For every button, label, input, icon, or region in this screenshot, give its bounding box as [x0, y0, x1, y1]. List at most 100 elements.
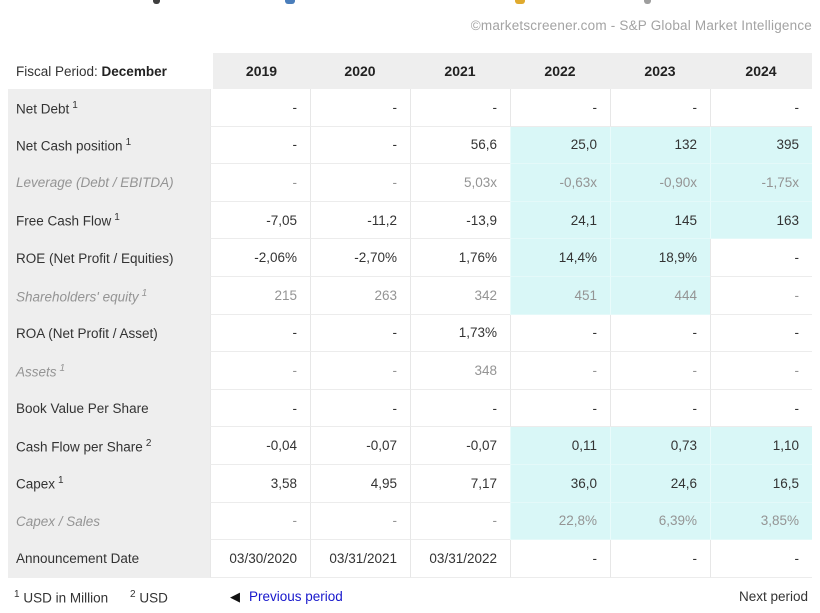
value-cell: - [710, 276, 812, 315]
value-cell: - [710, 314, 812, 353]
next-period-link[interactable]: Next period [738, 589, 808, 604]
previous-period-link[interactable]: ◀ Previous period [230, 589, 343, 605]
value-cell: - [710, 239, 812, 277]
table-footer: 1 USD in Million 2 USD ◀ Previous period … [8, 582, 812, 612]
row-label: ROA (Net Profit / Asset) [8, 314, 210, 353]
row-label: Book Value Per Share [8, 389, 210, 428]
row-label: ROE (Net Profit / Equities) [8, 239, 210, 277]
legend-fragment [153, 0, 160, 4]
value-cell: - [710, 540, 812, 578]
value-cell: - [510, 540, 610, 578]
value-cell: - [310, 314, 410, 353]
left-arrow-icon: ◀ [230, 589, 240, 604]
value-cell: - [610, 389, 710, 428]
table-row: Leverage (Debt / EBITDA) - -5,03x -0,63x -0,… [8, 164, 812, 202]
value-cell: 145 [610, 201, 710, 240]
table-row: Net Cash position 1- -56,6 25,0 132 395 [8, 126, 812, 165]
year-column-header: 2019 [210, 53, 310, 89]
previous-period-label: Previous period [249, 589, 343, 604]
value-cell: 24,6 [610, 464, 710, 503]
table-row: Cash Flow per Share 2 -0,04 -0,07 -0,07 0,11 0… [8, 427, 812, 465]
year-column-header: 2022 [510, 53, 610, 89]
value-cell: 24,1 [510, 201, 610, 240]
row-label: Free Cash Flow 1 [8, 201, 210, 240]
value-cell: 3,58 [210, 464, 310, 503]
value-cell: - [210, 502, 310, 541]
value-cell: - [410, 389, 510, 428]
cropped-legend-strip [0, 0, 820, 5]
row-label: Capex 1 [8, 464, 210, 503]
value-cell: 4,95 [310, 464, 410, 503]
value-cell: -0,04 [210, 427, 310, 465]
value-cell: - [710, 389, 812, 428]
value-cell: 14,4% [510, 239, 610, 277]
legend-fragment [515, 0, 525, 4]
value-cell: - [210, 352, 310, 390]
value-cell: 1,76% [410, 239, 510, 277]
fiscal-period-label: Fiscal Period: [16, 63, 98, 79]
value-cell: 1,10 [710, 427, 812, 465]
value-cell: 342 [410, 276, 510, 315]
value-cell: 395 [710, 126, 812, 165]
row-label: Capex / Sales [8, 502, 210, 541]
table-row: Capex 1 3,58 4,95 7,17 36,0 24,6 16,5 [8, 464, 812, 503]
value-cell: -7,05 [210, 201, 310, 240]
year-column-header: 2021 [410, 53, 510, 89]
table-row: Free Cash Flow 1 -7,05 -11,2 -13,9 24,1 145 163 [8, 201, 812, 240]
table-row: ROE (Net Profit / Equities) -2,06% -2,70% 1… [8, 239, 812, 277]
value-cell: - [610, 89, 710, 127]
value-cell: - [310, 352, 410, 390]
value-cell: - [210, 89, 310, 127]
value-cell: -0,63x [510, 164, 610, 202]
value-cell: 0,73 [610, 427, 710, 465]
value-cell: - [210, 126, 310, 165]
row-label: Net Debt 1 [8, 89, 210, 127]
footnote-usd: 2 USD [130, 589, 168, 606]
value-cell: 16,5 [710, 464, 812, 503]
value-cell: 56,6 [410, 126, 510, 165]
value-cell: - [310, 164, 410, 202]
value-cell: -1,75x [710, 164, 812, 202]
value-cell: - [310, 126, 410, 165]
value-cell: -0,07 [310, 427, 410, 465]
value-cell: 7,17 [410, 464, 510, 503]
value-cell: 1,73% [410, 314, 510, 353]
copyright-attribution: ©marketscreener.com - S&P Global Market … [470, 18, 812, 33]
value-cell: 03/30/2020 [210, 540, 310, 578]
value-cell: 18,9% [610, 239, 710, 277]
value-cell: - [610, 314, 710, 353]
value-cell: 451 [510, 276, 610, 315]
value-cell: - [210, 389, 310, 428]
footnote-usd-million: 1 USD in Million [14, 589, 109, 606]
fiscal-period-month: December [101, 63, 167, 79]
year-column-header: 2020 [310, 53, 410, 89]
value-cell: - [310, 389, 410, 428]
value-cell: 263 [310, 276, 410, 315]
value-cell: -11,2 [310, 201, 410, 240]
value-cell: - [410, 502, 510, 541]
value-cell: 6,39% [610, 502, 710, 541]
value-cell: -13,9 [410, 201, 510, 240]
row-label: Announcement Date [8, 540, 210, 578]
table-row: Assets 1- -348- - - [8, 352, 812, 390]
table-header-row: Fiscal Period: December 2019 2020 2021 2022… [8, 53, 812, 89]
value-cell: 163 [710, 201, 812, 240]
value-cell: -0,90x [610, 164, 710, 202]
legend-fragment [285, 0, 295, 4]
year-column-header: 2024 [710, 53, 812, 89]
row-label: Net Cash position 1 [8, 126, 210, 165]
value-cell: 348 [410, 352, 510, 390]
value-cell: 215 [210, 276, 310, 315]
value-cell: - [710, 89, 812, 127]
value-cell: - [610, 352, 710, 390]
value-cell: - [210, 314, 310, 353]
table-row: Book Value Per Share - - - - - - [8, 389, 812, 428]
value-cell: - [210, 164, 310, 202]
value-cell: 132 [610, 126, 710, 165]
year-column-header: 2023 [610, 53, 710, 89]
value-cell: - [710, 352, 812, 390]
value-cell: 36,0 [510, 464, 610, 503]
value-cell: -2,06% [210, 239, 310, 277]
table-row: Announcement Date 03/30/2020 03/31/2021 03/… [8, 540, 812, 578]
